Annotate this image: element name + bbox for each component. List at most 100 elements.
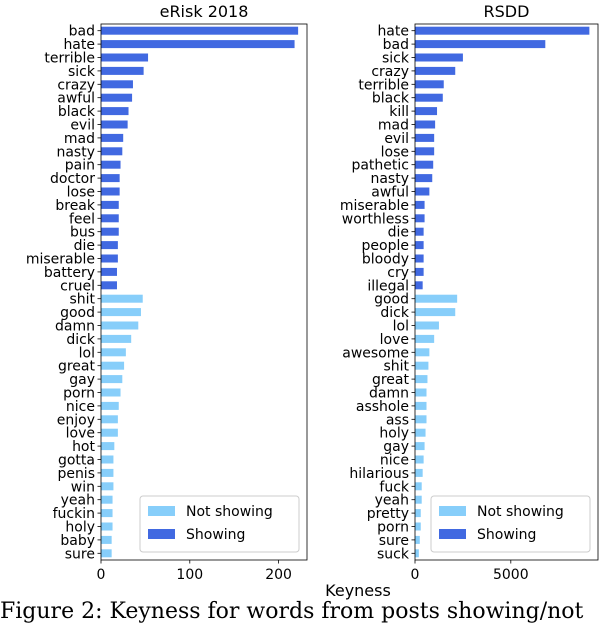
bar-sick [415, 53, 463, 62]
bar-black [415, 93, 443, 102]
bar-hate [101, 40, 295, 49]
bar-damn [101, 321, 139, 330]
category-label: people [362, 238, 409, 254]
category-label: illegal [367, 278, 409, 294]
category-label: holy [65, 520, 95, 536]
category-label: yeah [375, 493, 409, 509]
bar-lose [101, 187, 120, 196]
x-tick-label: 100 [176, 567, 203, 583]
category-label: nasty [56, 144, 95, 160]
category-label: evil [70, 118, 95, 134]
category-label: pretty [367, 506, 409, 522]
panel-title: RSDD [484, 2, 530, 21]
legend-label-not-showing: Not showing [186, 504, 273, 520]
category-label: black [58, 104, 96, 120]
category-label: suck [377, 546, 410, 562]
bar-asshole [415, 401, 427, 410]
bar-awful [415, 187, 430, 196]
panel-rsdd: hatebadsickcrazyterribleblackkillmadevil… [340, 2, 599, 583]
category-label: nice [66, 399, 95, 415]
bar-miserable [415, 200, 425, 209]
category-label: cry [387, 265, 409, 281]
bar-porn [101, 388, 121, 397]
bar-lol [415, 321, 439, 330]
legend: Not showing Showing [139, 495, 300, 553]
bar-doctor [101, 174, 120, 183]
category-label: awful [371, 185, 409, 201]
bar-black [101, 107, 129, 116]
category-label: hate [63, 37, 95, 53]
bar-pathetic [415, 160, 434, 169]
bar-hot [101, 442, 115, 451]
bar-hilarious [415, 468, 423, 477]
category-label: bad [69, 24, 95, 40]
bar-kill [415, 107, 438, 116]
category-label: lol [393, 319, 409, 335]
bar-mad [415, 120, 436, 129]
category-label: evil [384, 131, 409, 147]
bar-gotta [101, 455, 114, 464]
bar-dick [415, 308, 456, 317]
category-label: awful [57, 91, 95, 107]
category-label: fuck [379, 479, 409, 495]
bar-fuck [415, 482, 422, 491]
legend-label-not-showing: Not showing [477, 504, 564, 520]
x-tick-label: 5000 [493, 567, 529, 583]
category-label: miserable [340, 198, 409, 214]
bar-yeah [415, 495, 422, 504]
category-label: black [372, 91, 410, 107]
bar-penis [101, 468, 114, 477]
bar-porn [415, 522, 421, 531]
bar-enjoy [101, 415, 118, 424]
bar-awesome [415, 348, 430, 357]
bar-love [415, 334, 435, 343]
category-label: hilarious [349, 466, 409, 482]
category-label: ass [386, 412, 409, 428]
category-label: kill [389, 104, 409, 120]
category-label: crazy [57, 77, 95, 93]
category-label: pain [65, 158, 95, 174]
bar-shit [415, 361, 429, 370]
category-label: nice [380, 453, 409, 469]
bar-fuckin [101, 509, 113, 518]
bar-baby [101, 535, 112, 544]
bar-miserable [101, 254, 118, 263]
category-label: win [71, 479, 95, 495]
axes-frame [100, 23, 308, 561]
x-tick-label: 0 [97, 567, 106, 583]
category-label: baby [60, 533, 95, 549]
category-label: gay [69, 372, 95, 388]
bar-lose [415, 147, 435, 156]
bar-love [101, 428, 118, 437]
category-label: lose [67, 185, 95, 201]
category-label: mad [378, 118, 409, 134]
category-label: great [372, 372, 410, 388]
category-label: mad [64, 131, 95, 147]
x-tick-label: 200 [265, 567, 292, 583]
bar-feel [101, 214, 119, 223]
bar-ass [415, 415, 427, 424]
bar-gay [101, 375, 123, 384]
category-label: pathetic [351, 158, 409, 174]
bar-terrible [101, 53, 149, 62]
category-label: holy [379, 426, 409, 442]
bar-bad [101, 26, 299, 35]
x-axis-title: Keyness [325, 581, 391, 600]
legend-box [139, 495, 300, 553]
category-label: doctor [50, 171, 95, 187]
legend-box [430, 495, 591, 553]
category-label: lose [381, 144, 409, 160]
category-label: porn [63, 386, 95, 402]
bar-damn [415, 388, 427, 397]
bar-nasty [101, 147, 123, 156]
bar-great [415, 375, 428, 384]
category-label: awesome [342, 345, 409, 361]
bar-die [415, 227, 424, 236]
category-label: nasty [370, 171, 409, 187]
bar-win [101, 482, 114, 491]
keyness-figure: badhateterriblesickcrazyawfulblackevilma… [26, 2, 599, 600]
bar-good [101, 308, 141, 317]
category-label: asshole [356, 399, 409, 415]
category-label: damn [55, 319, 95, 335]
category-label: battery [44, 265, 95, 281]
